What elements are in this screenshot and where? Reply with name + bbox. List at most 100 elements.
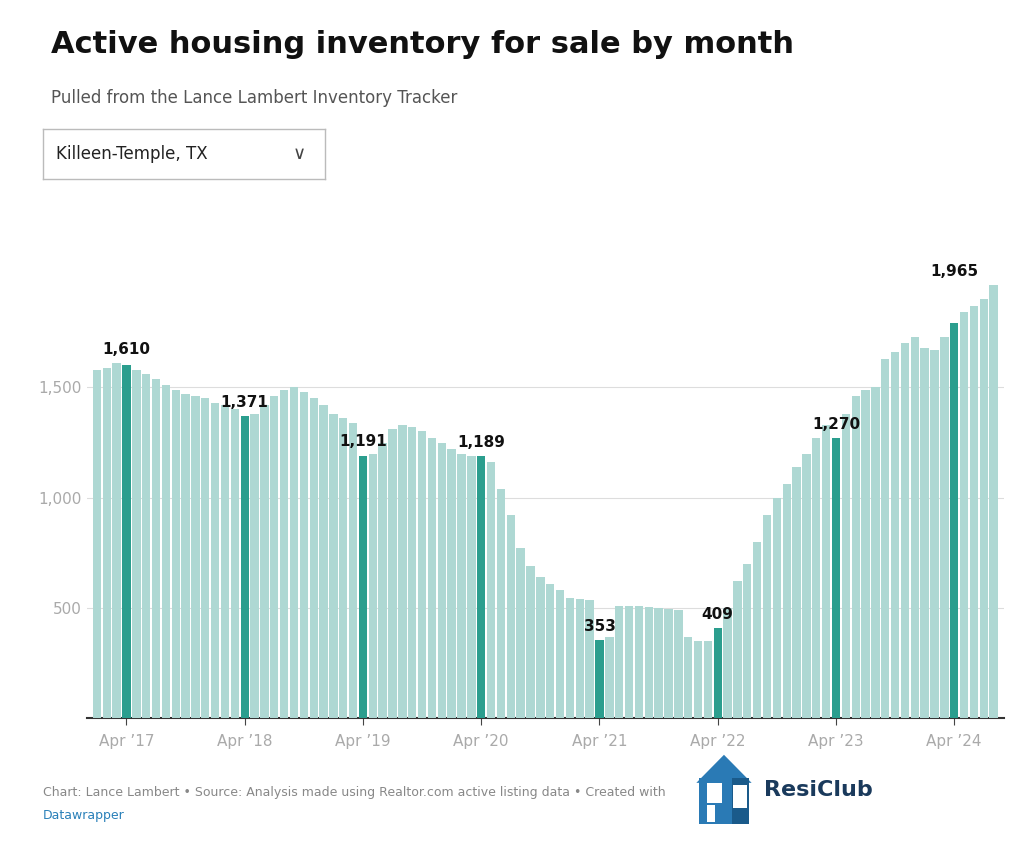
Bar [714, 628, 722, 718]
Bar [782, 484, 791, 718]
Bar [684, 637, 692, 718]
Bar [270, 396, 279, 718]
Bar [565, 598, 574, 718]
Bar [950, 323, 958, 718]
Bar [595, 640, 604, 718]
Bar [93, 370, 101, 718]
Bar [162, 385, 170, 718]
Bar [241, 416, 249, 718]
Bar [753, 541, 761, 718]
Text: 1,270: 1,270 [812, 416, 860, 432]
Bar [330, 414, 338, 718]
Bar [251, 414, 259, 718]
Bar [152, 378, 160, 718]
Text: ResiClub: ResiClub [764, 780, 872, 801]
Bar [467, 456, 475, 718]
Bar [707, 804, 715, 823]
Bar [959, 312, 969, 718]
Bar [260, 405, 268, 718]
Bar [703, 641, 712, 718]
Bar [132, 370, 140, 718]
Bar [723, 608, 732, 718]
Bar [842, 414, 850, 718]
Bar [319, 405, 328, 718]
Polygon shape [696, 755, 752, 783]
Bar [674, 610, 683, 718]
Text: 1,965: 1,965 [930, 264, 978, 279]
Bar [437, 443, 446, 718]
Bar [418, 432, 426, 718]
Bar [339, 418, 347, 718]
Bar [458, 454, 466, 718]
Bar [910, 337, 919, 718]
Bar [379, 443, 387, 718]
Bar [447, 449, 456, 718]
Bar [358, 456, 368, 718]
Bar [497, 489, 505, 718]
Bar [221, 405, 229, 718]
Bar [537, 577, 545, 718]
Bar [586, 600, 594, 718]
Bar [507, 515, 515, 718]
Bar [102, 367, 111, 718]
Text: 1,191: 1,191 [339, 434, 387, 450]
Bar [615, 606, 624, 718]
Text: 1,371: 1,371 [221, 394, 268, 410]
Bar [707, 783, 723, 803]
Bar [526, 566, 535, 718]
Text: 409: 409 [701, 607, 733, 622]
Bar [665, 609, 673, 718]
Bar [733, 581, 741, 718]
Bar [280, 389, 289, 718]
Bar [556, 590, 564, 718]
Bar [763, 515, 771, 718]
Bar [290, 388, 298, 718]
Text: 353: 353 [584, 619, 615, 634]
Bar [575, 599, 584, 718]
Bar [516, 548, 525, 718]
Bar [793, 467, 801, 718]
Bar [635, 606, 643, 718]
Text: Chart: Lance Lambert • Source: Analysis made using Realtor.com active listing da: Chart: Lance Lambert • Source: Analysis … [43, 786, 666, 799]
Bar [191, 396, 200, 718]
Bar [831, 438, 840, 718]
Bar [230, 410, 239, 718]
Bar [881, 359, 890, 718]
Bar [172, 389, 180, 718]
Bar [300, 392, 308, 718]
Bar [743, 564, 752, 718]
Bar [694, 641, 702, 718]
Bar [699, 778, 749, 824]
Bar [802, 454, 811, 718]
Bar [812, 438, 820, 718]
Bar [428, 438, 436, 718]
Text: 1,610: 1,610 [102, 342, 151, 357]
Bar [822, 425, 830, 718]
Bar [921, 348, 929, 718]
Bar [546, 584, 554, 718]
Bar [980, 299, 988, 718]
Bar [871, 388, 880, 718]
Bar [211, 403, 219, 718]
Text: ∨: ∨ [293, 144, 306, 163]
Text: Pulled from the Lance Lambert Inventory Tracker: Pulled from the Lance Lambert Inventory … [51, 89, 458, 107]
Bar [181, 394, 189, 718]
Bar [625, 606, 633, 718]
Bar [408, 427, 417, 718]
Bar [940, 337, 948, 718]
Bar [388, 429, 396, 718]
Bar [773, 497, 781, 718]
Text: Datawrapper: Datawrapper [43, 809, 125, 822]
Bar [644, 607, 653, 718]
Bar [861, 389, 869, 718]
Bar [486, 462, 496, 718]
Bar [398, 425, 407, 718]
Bar [891, 352, 899, 718]
Bar [931, 350, 939, 718]
Text: 1,189: 1,189 [458, 435, 505, 450]
Bar [369, 454, 377, 718]
Text: Killeen-Temple, TX: Killeen-Temple, TX [55, 144, 207, 163]
Bar [309, 399, 317, 718]
Bar [731, 778, 749, 824]
Bar [113, 363, 121, 718]
